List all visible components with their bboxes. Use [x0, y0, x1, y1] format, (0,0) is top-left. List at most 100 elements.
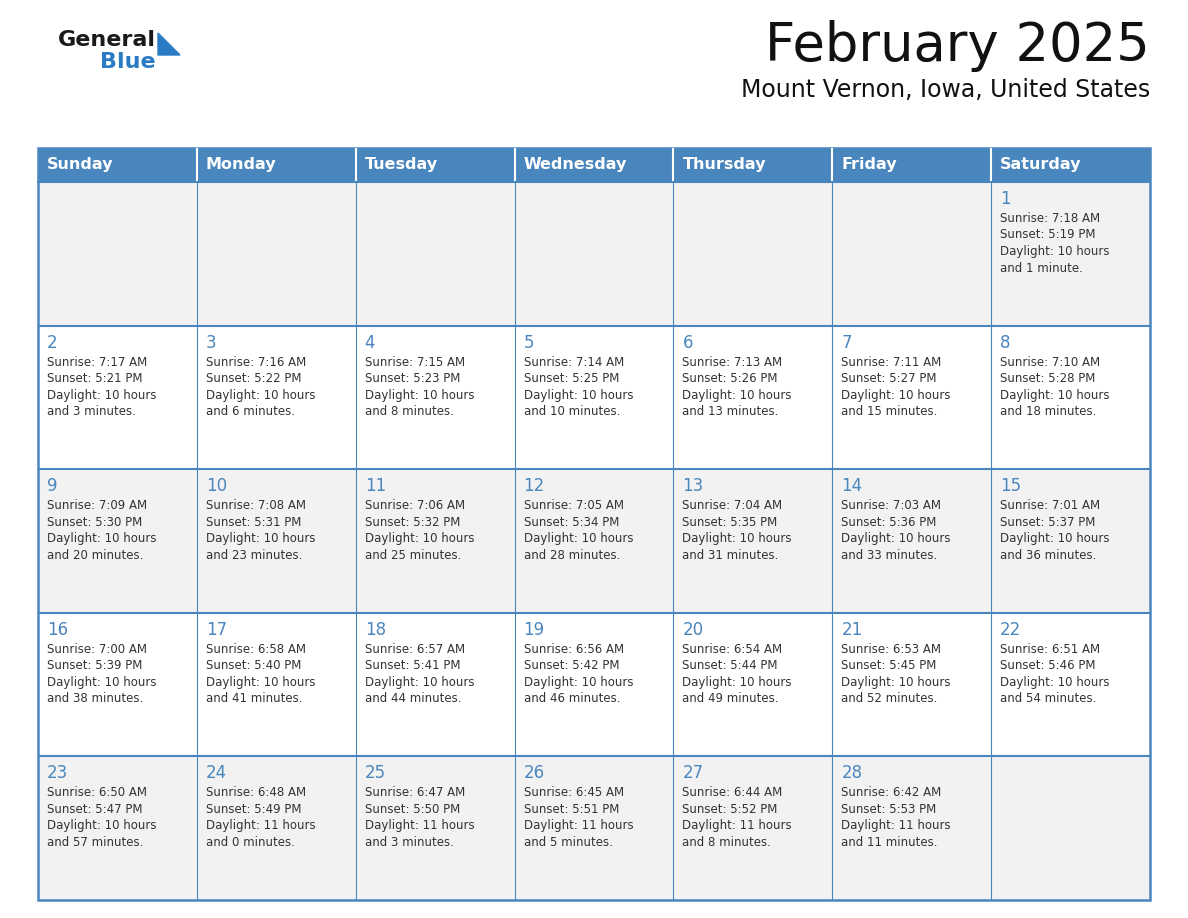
Bar [38, 469, 1150, 613]
Text: Friday: Friday [841, 158, 897, 173]
Text: and 18 minutes.: and 18 minutes. [1000, 405, 1097, 418]
Text: Sunset: 5:31 PM: Sunset: 5:31 PM [206, 516, 302, 529]
Text: Daylight: 10 hours: Daylight: 10 hours [682, 532, 792, 545]
Text: Daylight: 10 hours: Daylight: 10 hours [841, 388, 950, 401]
Text: 26: 26 [524, 765, 544, 782]
Text: Sunset: 5:40 PM: Sunset: 5:40 PM [206, 659, 302, 672]
Text: Daylight: 10 hours: Daylight: 10 hours [365, 676, 474, 688]
Text: Daylight: 10 hours: Daylight: 10 hours [1000, 676, 1110, 688]
Text: Sunset: 5:32 PM: Sunset: 5:32 PM [365, 516, 460, 529]
Text: Sunset: 5:27 PM: Sunset: 5:27 PM [841, 372, 937, 385]
Text: Sunrise: 7:15 AM: Sunrise: 7:15 AM [365, 355, 465, 369]
Bar [38, 756, 1150, 900]
Text: Sunrise: 6:57 AM: Sunrise: 6:57 AM [365, 643, 465, 655]
Text: Daylight: 11 hours: Daylight: 11 hours [841, 820, 950, 833]
Text: and 31 minutes.: and 31 minutes. [682, 549, 779, 562]
Text: 25: 25 [365, 765, 386, 782]
Text: and 46 minutes.: and 46 minutes. [524, 692, 620, 705]
Text: Daylight: 10 hours: Daylight: 10 hours [524, 388, 633, 401]
Text: Sunset: 5:53 PM: Sunset: 5:53 PM [841, 803, 936, 816]
Text: Sunrise: 6:42 AM: Sunrise: 6:42 AM [841, 787, 942, 800]
Text: Sunrise: 7:17 AM: Sunrise: 7:17 AM [48, 355, 147, 369]
Text: and 5 minutes.: and 5 minutes. [524, 836, 613, 849]
Text: Sunrise: 6:44 AM: Sunrise: 6:44 AM [682, 787, 783, 800]
Text: Daylight: 10 hours: Daylight: 10 hours [206, 676, 315, 688]
Text: Sunset: 5:23 PM: Sunset: 5:23 PM [365, 372, 460, 385]
Text: 21: 21 [841, 621, 862, 639]
Polygon shape [158, 33, 181, 55]
Text: Sunrise: 6:45 AM: Sunrise: 6:45 AM [524, 787, 624, 800]
Text: Sunset: 5:19 PM: Sunset: 5:19 PM [1000, 229, 1095, 241]
Text: Monday: Monday [206, 158, 277, 173]
Text: 20: 20 [682, 621, 703, 639]
Text: and 36 minutes.: and 36 minutes. [1000, 549, 1097, 562]
Text: Sunset: 5:37 PM: Sunset: 5:37 PM [1000, 516, 1095, 529]
Text: Sunrise: 6:48 AM: Sunrise: 6:48 AM [206, 787, 307, 800]
Text: Daylight: 10 hours: Daylight: 10 hours [206, 532, 315, 545]
Text: Thursday: Thursday [682, 158, 766, 173]
Text: Sunrise: 7:13 AM: Sunrise: 7:13 AM [682, 355, 783, 369]
Text: 9: 9 [48, 477, 57, 495]
Bar [674, 148, 833, 182]
Bar [38, 148, 197, 182]
Text: and 25 minutes.: and 25 minutes. [365, 549, 461, 562]
Text: Sunset: 5:30 PM: Sunset: 5:30 PM [48, 516, 143, 529]
Text: 22: 22 [1000, 621, 1022, 639]
Text: Sunrise: 7:05 AM: Sunrise: 7:05 AM [524, 499, 624, 512]
Text: Daylight: 10 hours: Daylight: 10 hours [365, 388, 474, 401]
Bar [38, 613, 1150, 756]
Text: Sunrise: 7:04 AM: Sunrise: 7:04 AM [682, 499, 783, 512]
Text: Sunset: 5:47 PM: Sunset: 5:47 PM [48, 803, 143, 816]
Text: Sunset: 5:42 PM: Sunset: 5:42 PM [524, 659, 619, 672]
Text: Sunrise: 6:53 AM: Sunrise: 6:53 AM [841, 643, 941, 655]
Text: and 38 minutes.: and 38 minutes. [48, 692, 144, 705]
Text: 2: 2 [48, 333, 58, 352]
Text: and 1 minute.: and 1 minute. [1000, 262, 1083, 274]
Text: Sunday: Sunday [48, 158, 114, 173]
Text: and 3 minutes.: and 3 minutes. [48, 405, 135, 418]
Text: Sunrise: 7:03 AM: Sunrise: 7:03 AM [841, 499, 941, 512]
Text: Sunset: 5:44 PM: Sunset: 5:44 PM [682, 659, 778, 672]
Text: Sunrise: 7:14 AM: Sunrise: 7:14 AM [524, 355, 624, 369]
Text: Wednesday: Wednesday [524, 158, 627, 173]
Text: Sunrise: 7:18 AM: Sunrise: 7:18 AM [1000, 212, 1100, 225]
Text: and 8 minutes.: and 8 minutes. [365, 405, 454, 418]
Text: and 6 minutes.: and 6 minutes. [206, 405, 295, 418]
Text: 6: 6 [682, 333, 693, 352]
Text: 14: 14 [841, 477, 862, 495]
Text: 18: 18 [365, 621, 386, 639]
Text: 23: 23 [48, 765, 68, 782]
Text: Tuesday: Tuesday [365, 158, 438, 173]
Text: Daylight: 10 hours: Daylight: 10 hours [48, 388, 157, 401]
Text: Sunrise: 6:56 AM: Sunrise: 6:56 AM [524, 643, 624, 655]
Text: 27: 27 [682, 765, 703, 782]
Text: General: General [58, 30, 156, 50]
Bar [355, 148, 514, 182]
Text: Sunrise: 6:51 AM: Sunrise: 6:51 AM [1000, 643, 1100, 655]
Text: Sunset: 5:34 PM: Sunset: 5:34 PM [524, 516, 619, 529]
Text: Daylight: 11 hours: Daylight: 11 hours [365, 820, 474, 833]
Text: Daylight: 11 hours: Daylight: 11 hours [682, 820, 792, 833]
Text: 15: 15 [1000, 477, 1022, 495]
Text: Daylight: 10 hours: Daylight: 10 hours [48, 676, 157, 688]
Text: Daylight: 10 hours: Daylight: 10 hours [524, 532, 633, 545]
Text: Daylight: 10 hours: Daylight: 10 hours [841, 676, 950, 688]
Text: Sunrise: 7:00 AM: Sunrise: 7:00 AM [48, 643, 147, 655]
Text: Saturday: Saturday [1000, 158, 1081, 173]
Text: 19: 19 [524, 621, 544, 639]
Text: Sunset: 5:39 PM: Sunset: 5:39 PM [48, 659, 143, 672]
Text: Daylight: 10 hours: Daylight: 10 hours [206, 388, 315, 401]
Text: and 52 minutes.: and 52 minutes. [841, 692, 937, 705]
Text: Sunrise: 7:10 AM: Sunrise: 7:10 AM [1000, 355, 1100, 369]
Text: Sunset: 5:46 PM: Sunset: 5:46 PM [1000, 659, 1095, 672]
Text: 10: 10 [206, 477, 227, 495]
Text: 1: 1 [1000, 190, 1011, 208]
Text: Daylight: 10 hours: Daylight: 10 hours [524, 676, 633, 688]
Text: and 28 minutes.: and 28 minutes. [524, 549, 620, 562]
Text: and 20 minutes.: and 20 minutes. [48, 549, 144, 562]
Text: Sunset: 5:21 PM: Sunset: 5:21 PM [48, 372, 143, 385]
Text: Sunset: 5:26 PM: Sunset: 5:26 PM [682, 372, 778, 385]
Text: Sunset: 5:25 PM: Sunset: 5:25 PM [524, 372, 619, 385]
Text: and 49 minutes.: and 49 minutes. [682, 692, 779, 705]
Text: Daylight: 10 hours: Daylight: 10 hours [48, 820, 157, 833]
